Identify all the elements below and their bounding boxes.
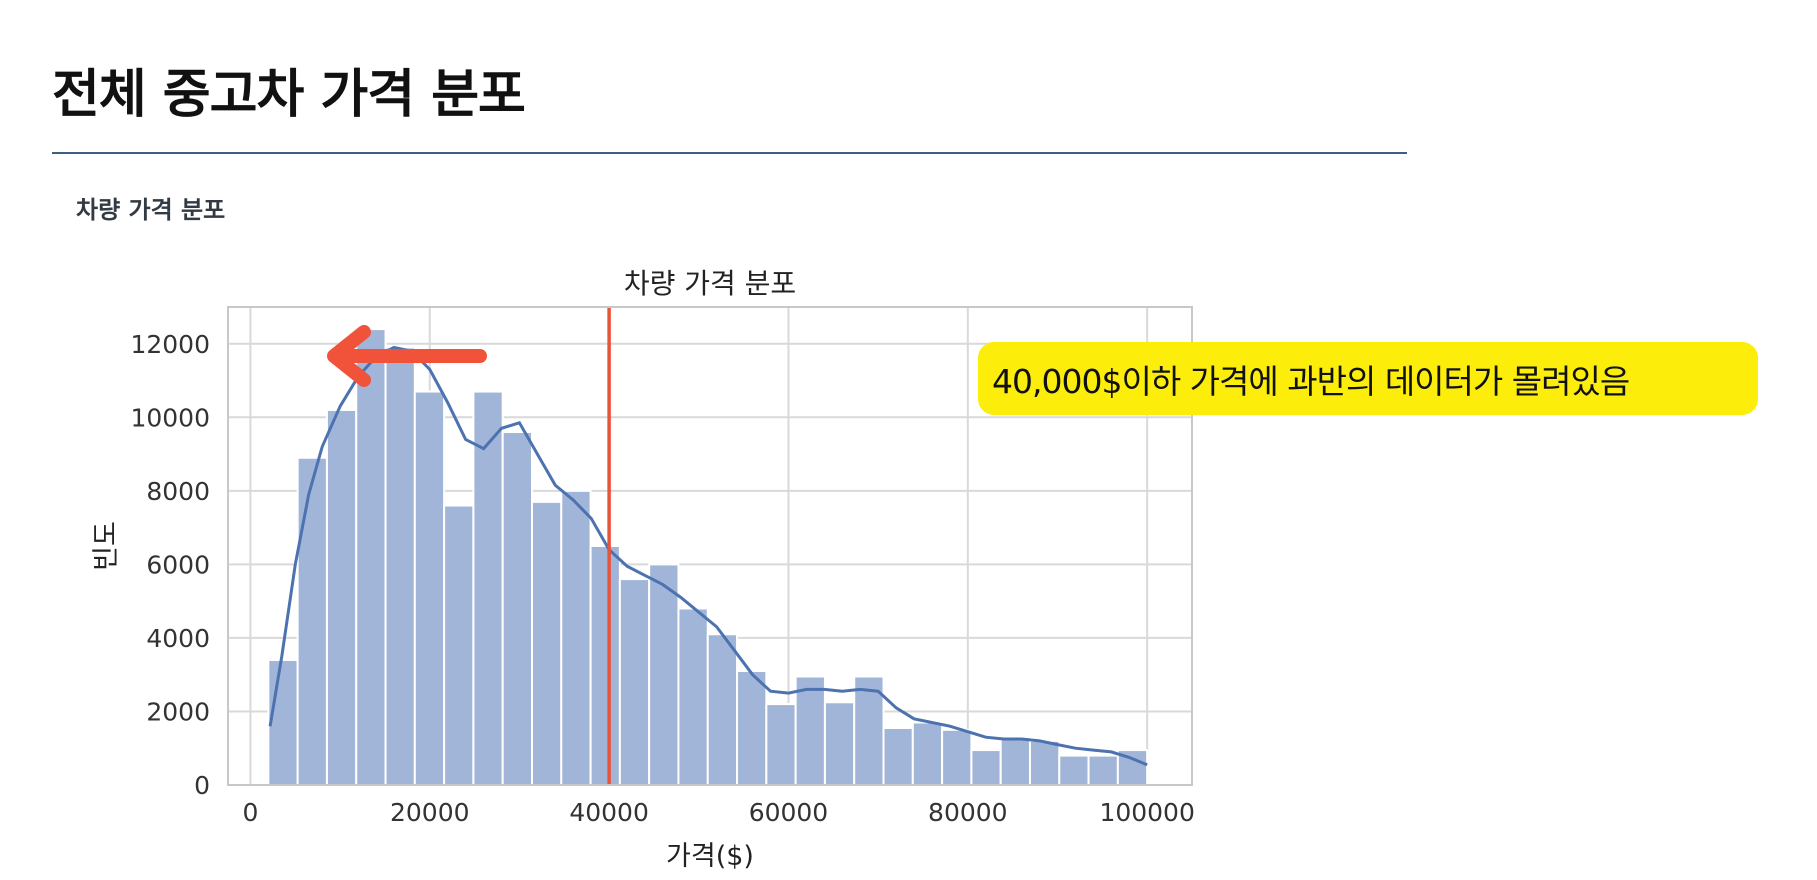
arrow-head	[327, 325, 371, 387]
chart-title: 차량 가격 분포	[624, 267, 796, 300]
x-tick-label: 20000	[390, 798, 470, 827]
histogram-bar	[413, 390, 446, 786]
histogram-bar	[618, 578, 651, 786]
left-arrow-icon	[327, 325, 487, 387]
histogram-bar	[501, 431, 533, 786]
y-tick-label: 6000	[146, 550, 210, 579]
histogram-bar	[384, 346, 416, 786]
histogram-bar	[589, 545, 621, 786]
histogram-bar	[267, 658, 299, 786]
y-tick-label: 2000	[146, 697, 210, 726]
y-tick-label: 0	[194, 771, 210, 800]
histogram-bar	[911, 721, 944, 786]
histogram-bar	[941, 728, 973, 786]
x-tick-label: 0	[242, 798, 258, 827]
x-tick-label: 40000	[569, 798, 649, 827]
section-label: 차량 가격 분포	[76, 196, 226, 224]
histogram-bar	[1087, 754, 1119, 786]
kde-line	[268, 345, 1148, 767]
plot-frame	[227, 306, 1193, 786]
histogram-bar	[355, 328, 387, 786]
annotation-callout: 40,000$이하 가격에 과반의 데이터가 몰려있음	[978, 342, 1758, 415]
histogram-bar	[999, 736, 1031, 787]
histogram-bars	[267, 328, 1149, 787]
histogram-bar	[970, 749, 1002, 786]
histogram-bar	[648, 563, 680, 787]
x-tick-label: 80000	[928, 798, 1008, 827]
x-tick-label: 100000	[1099, 798, 1194, 827]
page-title: 전체 중고차 가격 분포	[52, 65, 526, 125]
histogram-bar	[765, 703, 797, 786]
histogram-bar	[296, 456, 328, 786]
histogram-bar	[472, 390, 504, 786]
y-tick-label: 8000	[146, 477, 210, 506]
histogram-bar	[1058, 754, 1090, 786]
histogram-bar	[736, 670, 768, 786]
histogram-bar	[325, 408, 358, 786]
x-axis-label: 가격($)	[666, 841, 754, 872]
histogram-bar	[530, 500, 563, 786]
histogram-bar	[882, 727, 914, 786]
y-tick-label: 10000	[130, 403, 210, 432]
histogram-bar	[677, 607, 709, 786]
x-tick-label: 60000	[749, 798, 829, 827]
axis-ticks: 0 20000 40000 60000 80000 100000 0 2000 4000 6000…	[130, 330, 1194, 827]
title-divider	[52, 152, 1407, 154]
histogram-bar	[794, 675, 826, 786]
y-tick-label: 12000	[130, 330, 210, 359]
y-axis-label: 빈도	[91, 521, 122, 571]
histogram-bar	[1028, 739, 1061, 787]
histogram-bar	[443, 504, 475, 786]
y-tick-label: 4000	[146, 624, 210, 653]
histogram-bar	[823, 701, 856, 786]
histogram-bar	[706, 633, 739, 786]
histogram-bar	[560, 489, 592, 786]
